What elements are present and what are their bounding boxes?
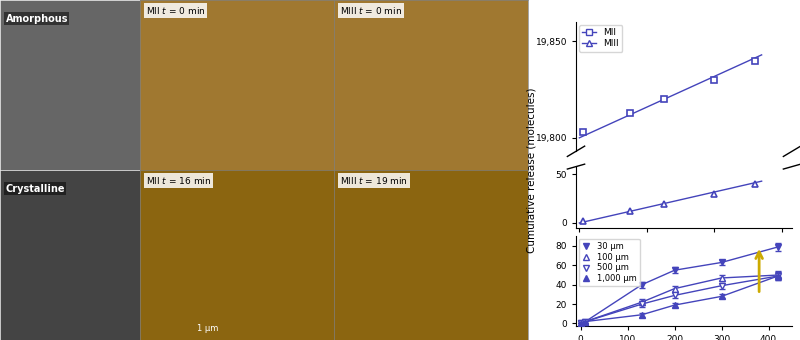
Text: Crystalline: Crystalline: [6, 184, 65, 193]
Text: MII $t$ = 16 min: MII $t$ = 16 min: [146, 175, 211, 186]
Text: 1 µm: 1 µm: [198, 324, 218, 333]
Text: MII $t$ = 0 min: MII $t$ = 0 min: [146, 5, 206, 16]
Legend: MII, MIII: MII, MIII: [578, 25, 622, 52]
Text: Amorphous: Amorphous: [6, 14, 68, 23]
Text: MIII $t$ = 0 min: MIII $t$ = 0 min: [340, 5, 402, 16]
Text: MIII $t$ = 19 min: MIII $t$ = 19 min: [340, 175, 408, 186]
Legend: 30 µm, 100 µm, 500 µm, 1,000 µm: 30 µm, 100 µm, 500 µm, 1,000 µm: [578, 239, 640, 287]
Text: Cumulative release (molecules): Cumulative release (molecules): [527, 87, 537, 253]
